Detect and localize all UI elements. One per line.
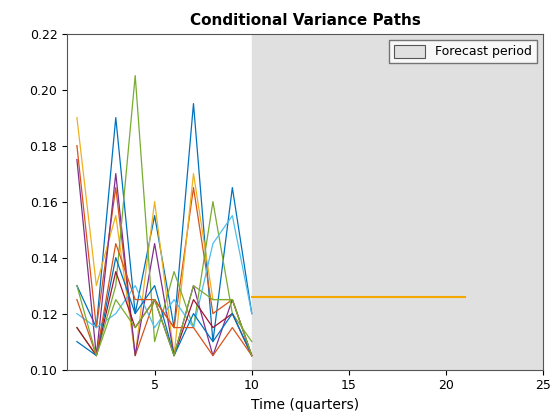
Bar	[252, 34, 553, 370]
X-axis label: Time (quarters): Time (quarters)	[251, 398, 360, 412]
Title: Conditional Variance Paths: Conditional Variance Paths	[190, 13, 421, 28]
Legend: Forecast period: Forecast period	[389, 40, 537, 63]
